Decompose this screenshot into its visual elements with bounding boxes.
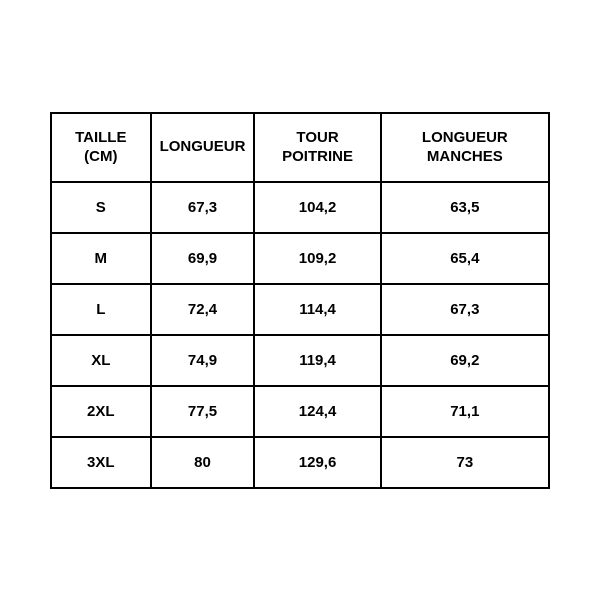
col-header-taille: TAILLE (CM)	[51, 113, 151, 182]
cell-longueur-manches: 71,1	[381, 386, 549, 437]
col-header-tour-poitrine: TOUR POITRINE	[254, 113, 380, 182]
table-body: S 67,3 104,2 63,5 M 69,9 109,2 65,4 L 72…	[51, 182, 549, 488]
table-row: 3XL 80 129,6 73	[51, 437, 549, 488]
cell-size: 3XL	[51, 437, 151, 488]
cell-tour-poitrine: 114,4	[254, 284, 380, 335]
cell-longueur: 72,4	[151, 284, 255, 335]
table-row: S 67,3 104,2 63,5	[51, 182, 549, 233]
size-table: TAILLE (CM) LONGUEUR TOUR POITRINE LONGU…	[50, 112, 550, 489]
cell-longueur-manches: 63,5	[381, 182, 549, 233]
cell-longueur: 67,3	[151, 182, 255, 233]
table-row: XL 74,9 119,4 69,2	[51, 335, 549, 386]
table-row: 2XL 77,5 124,4 71,1	[51, 386, 549, 437]
col-header-longueur: LONGUEUR	[151, 113, 255, 182]
cell-size: L	[51, 284, 151, 335]
cell-longueur: 80	[151, 437, 255, 488]
size-table-container: TAILLE (CM) LONGUEUR TOUR POITRINE LONGU…	[50, 112, 550, 489]
cell-longueur-manches: 69,2	[381, 335, 549, 386]
table-row: L 72,4 114,4 67,3	[51, 284, 549, 335]
table-header: TAILLE (CM) LONGUEUR TOUR POITRINE LONGU…	[51, 113, 549, 182]
cell-longueur-manches: 65,4	[381, 233, 549, 284]
cell-tour-poitrine: 119,4	[254, 335, 380, 386]
cell-size: XL	[51, 335, 151, 386]
cell-tour-poitrine: 129,6	[254, 437, 380, 488]
table-row: M 69,9 109,2 65,4	[51, 233, 549, 284]
cell-tour-poitrine: 109,2	[254, 233, 380, 284]
cell-longueur-manches: 67,3	[381, 284, 549, 335]
cell-tour-poitrine: 104,2	[254, 182, 380, 233]
cell-longueur: 74,9	[151, 335, 255, 386]
cell-longueur: 69,9	[151, 233, 255, 284]
cell-longueur: 77,5	[151, 386, 255, 437]
header-row: TAILLE (CM) LONGUEUR TOUR POITRINE LONGU…	[51, 113, 549, 182]
cell-size: S	[51, 182, 151, 233]
col-header-longueur-manches: LONGUEUR MANCHES	[381, 113, 549, 182]
cell-size: M	[51, 233, 151, 284]
cell-size: 2XL	[51, 386, 151, 437]
cell-longueur-manches: 73	[381, 437, 549, 488]
cell-tour-poitrine: 124,4	[254, 386, 380, 437]
